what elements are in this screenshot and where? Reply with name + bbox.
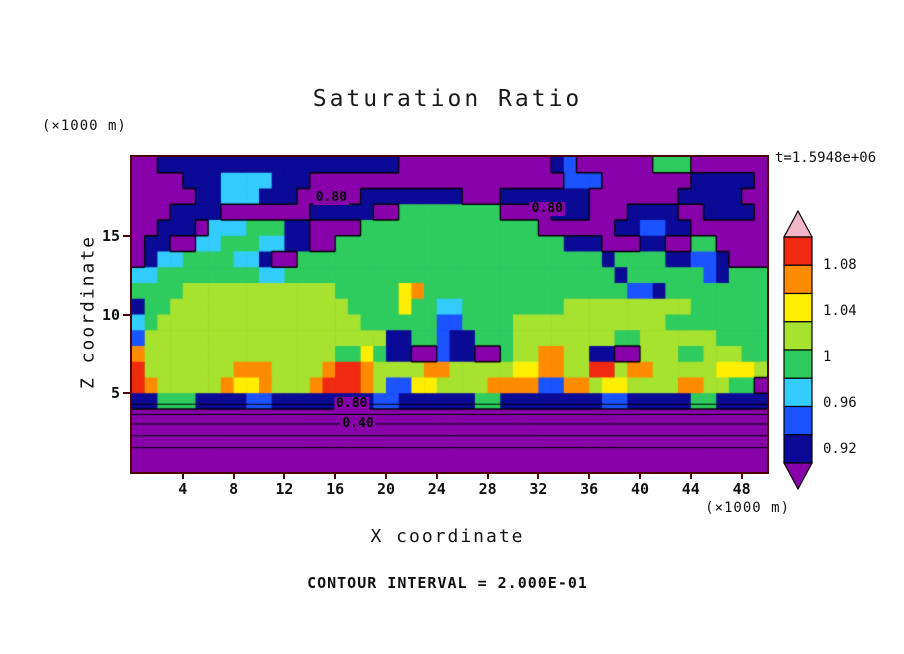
plot-overlay: 0.80 0.80 0.80 0.40 4 8 12 16 20 24 28 32 36 40 44 48 5 1…	[102, 157, 767, 498]
contour-value-label: 0.80	[529, 200, 565, 216]
contour-value-label: 0.80	[313, 189, 350, 205]
x-tick-mark	[435, 472, 438, 479]
colorbar-tick-label: 0.92	[823, 441, 857, 457]
x-tick-mark	[283, 472, 286, 479]
y-tick-label: 15	[101, 226, 120, 245]
y-axis-title: Z coordinate	[77, 234, 99, 390]
contour-interval-label: CONTOUR INTERVAL = 2.000E-01	[307, 574, 588, 592]
x-tick-label: 16	[326, 480, 345, 498]
x-tick-mark	[740, 472, 743, 479]
x-tick-label: 20	[376, 480, 396, 498]
x-tick-mark	[385, 472, 387, 479]
contour-value-label: 0.80	[334, 396, 370, 412]
x-tick-label: 44	[681, 480, 700, 498]
contour-field-canvas	[132, 157, 767, 472]
x-tick-label: 36	[580, 480, 599, 498]
colorbar-tick-label: 1.08	[823, 257, 857, 273]
x-tick-label: 40	[630, 480, 650, 498]
x-tick-label: 12	[275, 480, 294, 498]
x-tick-label: 24	[427, 480, 446, 498]
contour-value-label: 0.40	[340, 415, 376, 431]
plot-area: 0.80 0.80 0.80 0.40 4 8 12 16 20 24 28 32 36 40 44 48 5 1…	[102, 155, 769, 498]
x-tick-mark	[181, 472, 184, 479]
colorbar-tick-label: 0.96	[823, 395, 857, 411]
x-tick-label: 8	[229, 480, 239, 498]
colorbar: 1.08 1.04 1 0.96 0.92	[782, 209, 903, 494]
x-tick-mark	[689, 472, 692, 479]
colorbar-tick-label: 1	[823, 349, 832, 365]
time-annotation: t=1.5948e+06	[775, 150, 877, 166]
x-tick-mark	[334, 472, 337, 479]
x-tick-mark	[588, 472, 591, 479]
x-tick-label: 32	[529, 480, 548, 498]
y-axis-units-label: (×1000 m)	[42, 118, 127, 134]
x-axis-units-label: (×1000 m)	[705, 500, 790, 516]
chart-title: Saturation Ratio	[312, 86, 583, 112]
y-tick-mark	[123, 313, 130, 316]
x-tick-mark	[537, 472, 540, 479]
x-tick-label: 28	[478, 480, 497, 498]
x-tick-label: 4	[178, 480, 188, 498]
colorbar-svg	[782, 209, 814, 491]
x-tick-mark	[639, 472, 641, 479]
y-tick-mark	[123, 234, 130, 237]
x-tick-label: 48	[732, 480, 751, 498]
x-axis-title: X coordinate	[370, 526, 525, 547]
colorbar-tick-label: 1.04	[823, 303, 857, 319]
y-tick-mark	[123, 392, 130, 395]
y-tick-label: 10	[101, 305, 120, 324]
x-tick-mark	[232, 472, 235, 479]
x-tick-mark	[486, 472, 489, 479]
y-tick-label: 5	[110, 384, 120, 403]
